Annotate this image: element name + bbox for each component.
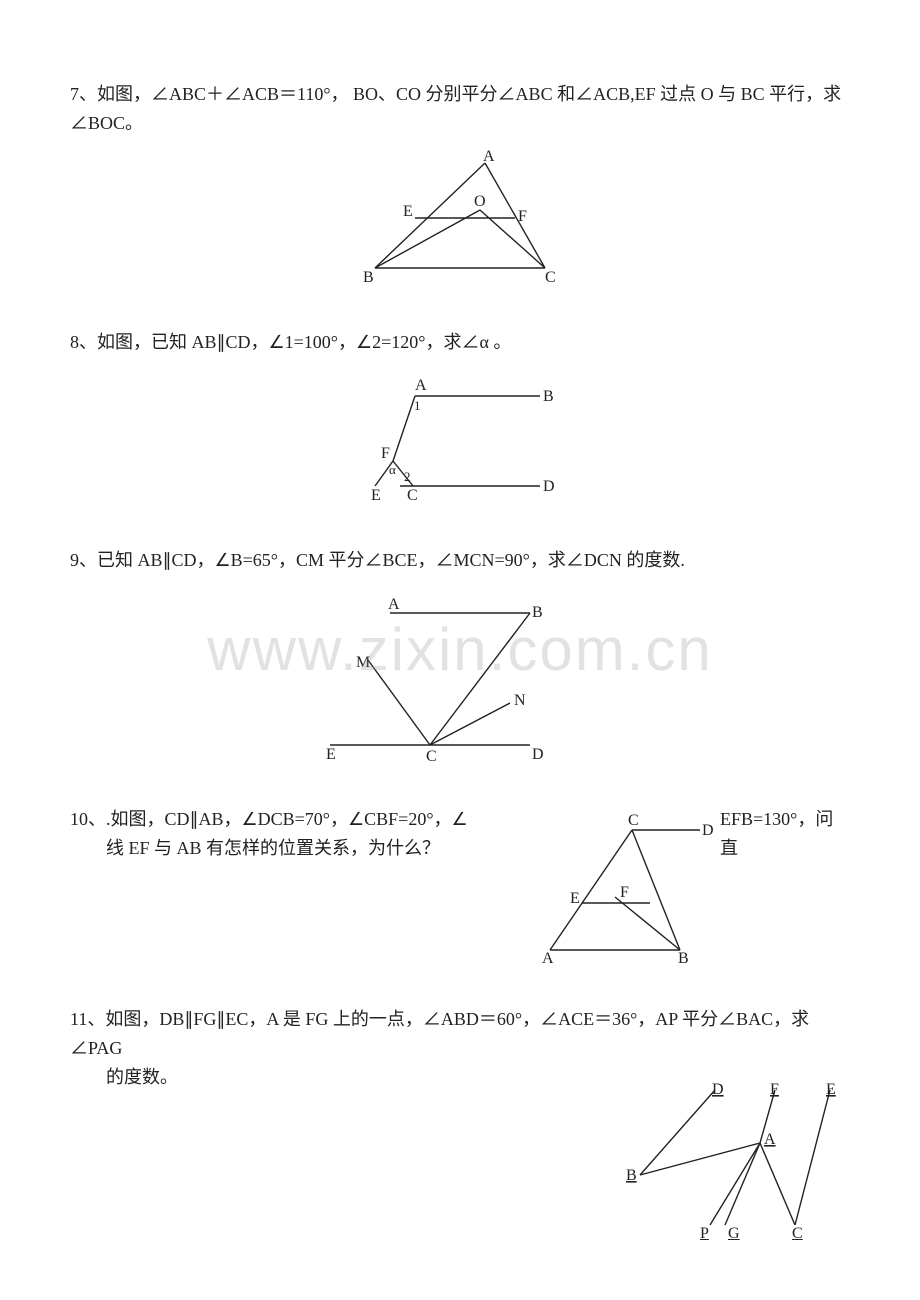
page: www.zixin.com.cn 7、如图，∠ABC＋∠ACB＝110°， BO…: [0, 0, 920, 1300]
fig9-label-d: D: [532, 746, 544, 763]
fig9-label-b: B: [532, 604, 543, 621]
fig10-label-b: B: [678, 950, 689, 965]
problem-10-line: 10、.如图，CD∥AB，∠DCB=70°，∠CBF=20°，∠: [70, 805, 520, 834]
fig10-label-e: E: [570, 890, 580, 907]
problem-11-figure: D F E B A P G C: [620, 1080, 850, 1240]
problem-9: 9、已知 AB∥CD，∠B=65°，CM 平分∠BCE，∠MCN=90°，求∠D…: [70, 546, 850, 765]
fig9-label-n: N: [514, 692, 526, 709]
problem-7-text: 7、如图，∠ABC＋∠ACB＝110°， BO、CO 分别平分∠ABC 和∠AC…: [70, 80, 850, 138]
problem-10-row: 10、.如图，CD∥AB，∠DCB=70°，∠CBF=20°，∠ 线 EF 与 …: [70, 805, 850, 965]
fig7-label-o: O: [474, 193, 486, 210]
fig10-label-f: F: [620, 884, 629, 901]
figure-10-svg: C D A B E F: [520, 805, 720, 965]
problem-10-text-b-wrap: EFB=130°，问直: [720, 805, 850, 863]
fig8-label-alpha: α: [389, 462, 396, 477]
fig11-label-g: G: [728, 1225, 740, 1240]
fig11-label-a: A: [764, 1131, 776, 1148]
problem-10-figure: C D A B E F: [520, 805, 720, 965]
fig8-label-e: E: [371, 487, 381, 504]
fig11-label-e: E: [826, 1081, 836, 1098]
problem-8-text: 8、如图，已知 AB∥CD，∠1=100°，∠2=120°，求∠α 。: [70, 328, 850, 357]
problem-8: 8、如图，已知 AB∥CD，∠1=100°，∠2=120°，求∠α 。 A B …: [70, 328, 850, 507]
problem-7: 7、如图，∠ABC＋∠ACB＝110°， BO、CO 分别平分∠ABC 和∠AC…: [70, 80, 850, 288]
fig11-label-c: C: [792, 1225, 803, 1240]
fig8-label-1: 1: [414, 398, 421, 413]
problem-9-figure: A B E C D M N: [300, 585, 850, 765]
fig10-label-d: D: [702, 822, 714, 839]
fig10-label-a: A: [542, 950, 554, 965]
fig8-label-d: D: [543, 478, 555, 495]
fig7-label-c: C: [545, 269, 556, 286]
problem-10: 10、.如图，CD∥AB，∠DCB=70°，∠CBF=20°，∠ 线 EF 与 …: [70, 805, 850, 965]
problem-10-text-c: 线 EF 与 AB 有怎样的位置关系，为什么？: [70, 834, 520, 863]
figure-11-svg: D F E B A P G C: [620, 1080, 850, 1240]
problem-10-text-a: 10、.如图，CD∥AB，∠DCB=70°，∠CBF=20°，∠: [70, 809, 468, 829]
fig7-label-e: E: [403, 203, 413, 220]
figure-9-svg: A B E C D M N: [300, 585, 560, 765]
fig11-label-p: P: [700, 1225, 709, 1240]
fig11-label-f: F: [770, 1081, 779, 1098]
fig8-label-b: B: [543, 388, 554, 405]
fig8-label-a: A: [415, 377, 427, 394]
fig9-label-m: M: [356, 654, 370, 671]
fig9-label-a: A: [388, 596, 400, 613]
fig8-label-2: 2: [404, 469, 411, 484]
fig7-label-f: F: [518, 208, 527, 225]
problem-10-text-b: EFB=130°，问直: [720, 809, 833, 858]
fig10-label-c: C: [628, 812, 639, 829]
figure-8-svg: A B E C D F 1 2 α: [345, 366, 575, 506]
problem-11-text-a: 11、如图，DB∥FG∥EC，A 是 FG 上的一点，∠ABD＝60°，∠ACE…: [70, 1005, 850, 1063]
figure-7-svg: A B C E F O: [345, 148, 575, 288]
problem-8-figure: A B E C D F 1 2 α: [70, 366, 850, 506]
fig8-label-c: C: [407, 487, 418, 504]
problem-7-figure: A B C E F O: [70, 148, 850, 288]
fig8-label-f: F: [381, 445, 390, 462]
fig11-label-b: B: [626, 1167, 637, 1184]
problem-11: 11、如图，DB∥FG∥EC，A 是 FG 上的一点，∠ABD＝60°，∠ACE…: [70, 1005, 850, 1091]
fig7-label-a: A: [483, 148, 495, 165]
fig7-label-b: B: [363, 269, 374, 286]
fig11-label-d: D: [712, 1081, 724, 1098]
fig9-label-e: E: [326, 746, 336, 763]
fig9-label-c: C: [426, 748, 437, 765]
problem-9-text: 9、已知 AB∥CD，∠B=65°，CM 平分∠BCE，∠MCN=90°，求∠D…: [70, 546, 850, 575]
problem-10-textblock: 10、.如图，CD∥AB，∠DCB=70°，∠CBF=20°，∠ 线 EF 与 …: [70, 805, 520, 873]
